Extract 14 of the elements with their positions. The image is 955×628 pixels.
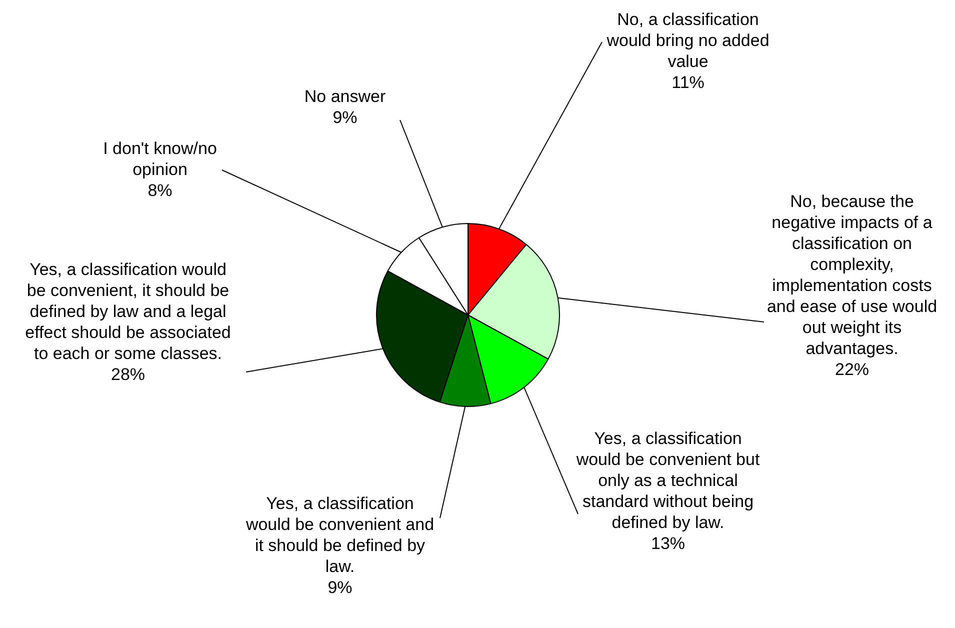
- slice-label: Yes, a classification would be convenient, it should be defined by law and a legal effect should be associated to each or some classes.: [25, 260, 231, 364]
- data-label: 11%: [672, 73, 704, 92]
- data-label: 9%: [328, 578, 352, 598]
- data-label: 22%: [834, 360, 870, 380]
- slice-label: I don't know/no opinion: [103, 139, 217, 180]
- data-label: 8%: [148, 181, 172, 200]
- slice-label: No answer: [304, 87, 386, 106]
- slice-label: No, a classification would bring no added value: [606, 10, 770, 72]
- slice-label: Yes, a classification would be convenient but only as a technical standard without being defined by law.: [575, 429, 760, 532]
- data-label: 28%: [110, 365, 146, 384]
- data-label: 9%: [332, 108, 358, 128]
- slice-label: Yes, a classification would be convenient and it should be defined by law.: [244, 494, 434, 576]
- data-label: 13%: [650, 534, 686, 554]
- slice-label: No, because the negative impacts of a classification on complexity, implementation costs and ease of use would out weight its advantages.: [766, 192, 938, 358]
